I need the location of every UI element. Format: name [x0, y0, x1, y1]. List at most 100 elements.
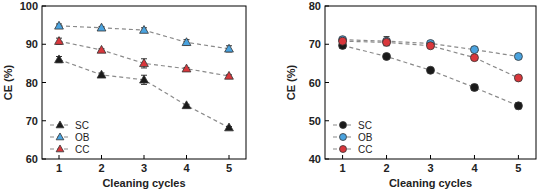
x-tick	[144, 155, 145, 159]
y-tick-label: 60	[309, 77, 321, 89]
error-bar	[515, 103, 521, 109]
marker	[514, 52, 522, 60]
y-tick	[42, 159, 46, 160]
y-tick	[325, 44, 329, 45]
x-tick-label: 5	[226, 162, 232, 174]
x-axis-label: Cleaning cycles	[389, 177, 472, 189]
marker	[339, 37, 347, 45]
y-tick-label: 40	[309, 153, 321, 165]
y-tick-label: 60	[26, 153, 38, 165]
marker	[56, 133, 64, 140]
plot-frame	[42, 6, 246, 159]
y-tick	[42, 6, 46, 7]
marker	[514, 102, 522, 110]
y-tick	[325, 159, 329, 160]
marker	[340, 122, 347, 129]
marker	[225, 71, 234, 79]
marker	[97, 23, 106, 31]
y-tick	[42, 120, 46, 121]
plot-area	[55, 21, 234, 131]
marker	[56, 145, 64, 152]
error-bar	[471, 84, 477, 90]
legend: SCOBCC	[50, 120, 90, 155]
marker	[225, 123, 234, 131]
marker	[470, 83, 478, 91]
marker	[225, 44, 234, 52]
series-line	[59, 41, 229, 76]
marker	[427, 42, 435, 50]
x-tick	[186, 155, 187, 159]
y-tick	[42, 82, 46, 83]
marker	[182, 101, 191, 109]
x-tick	[229, 155, 230, 159]
marker	[470, 46, 478, 54]
marker	[182, 38, 191, 46]
y-tick-label: 80	[26, 77, 38, 89]
series-line	[59, 26, 229, 49]
x-tick	[342, 155, 343, 159]
marker	[140, 75, 149, 83]
x-tick	[518, 155, 519, 159]
y-tick-label: 90	[26, 38, 38, 50]
marker	[427, 66, 435, 74]
x-tick	[474, 155, 475, 159]
legend-label: CC	[358, 144, 372, 155]
y-tick	[325, 120, 329, 121]
x-tick-label: 4	[183, 162, 190, 174]
legend-label: SC	[358, 120, 372, 131]
x-tick-label: 3	[141, 162, 147, 174]
x-tick-label: 2	[98, 162, 104, 174]
marker	[97, 45, 106, 53]
y-tick-label: 80	[309, 0, 321, 12]
marker	[340, 134, 347, 141]
marker	[383, 38, 391, 46]
y-tick-label: 50	[309, 115, 321, 127]
x-tick	[386, 155, 387, 159]
x-tick	[430, 155, 431, 159]
marker	[56, 121, 64, 128]
legend-label: OB	[75, 132, 90, 143]
y-tick-label: 70	[26, 115, 38, 127]
marker	[514, 74, 522, 82]
legend: SCOBCC	[333, 120, 373, 155]
x-tick-label: 5	[515, 162, 521, 174]
plot-frame	[325, 6, 536, 159]
plot-area	[339, 36, 523, 110]
x-tick-label: 2	[383, 162, 389, 174]
chart: 40 50 60 70 80 1 2 3 4 5 Cleaning cycles CE (%) SCOB…	[285, 0, 536, 189]
y-tick	[325, 82, 329, 83]
legend-label: SC	[75, 120, 89, 131]
marker	[470, 54, 478, 62]
marker	[383, 52, 391, 60]
marker	[55, 21, 64, 29]
marker	[140, 25, 149, 33]
series-line	[343, 45, 519, 105]
series-line	[343, 40, 519, 57]
x-axis-label: Cleaning cycles	[102, 177, 185, 189]
marker	[55, 55, 64, 63]
y-tick-label: 100	[20, 0, 38, 12]
y-axis-label: CE (%)	[2, 64, 14, 100]
marker	[182, 64, 191, 72]
y-axis-label: CE (%)	[285, 64, 297, 100]
chart: 60 70 80 90 100 1 2 3 4 5 Cleaning cycles CE (%) SCO…	[2, 0, 246, 189]
x-tick-label: 3	[427, 162, 433, 174]
marker	[55, 37, 64, 45]
y-tick	[42, 44, 46, 45]
y-tick-label: 70	[309, 38, 321, 50]
x-tick	[59, 155, 60, 159]
marker	[140, 59, 149, 67]
legend-label: OB	[358, 132, 373, 143]
x-tick-label: 1	[56, 162, 62, 174]
legend-label: CC	[75, 144, 89, 155]
x-tick-label: 4	[471, 162, 478, 174]
marker	[97, 70, 106, 78]
x-tick-label: 1	[340, 162, 346, 174]
series-line	[343, 41, 519, 78]
y-tick	[325, 6, 329, 7]
marker	[340, 146, 347, 153]
figure: 6070809010012345Cleaning cyclesCE (%)SCO…	[0, 0, 552, 189]
series-line	[59, 60, 229, 128]
x-tick	[101, 155, 102, 159]
error-bar	[384, 37, 390, 46]
